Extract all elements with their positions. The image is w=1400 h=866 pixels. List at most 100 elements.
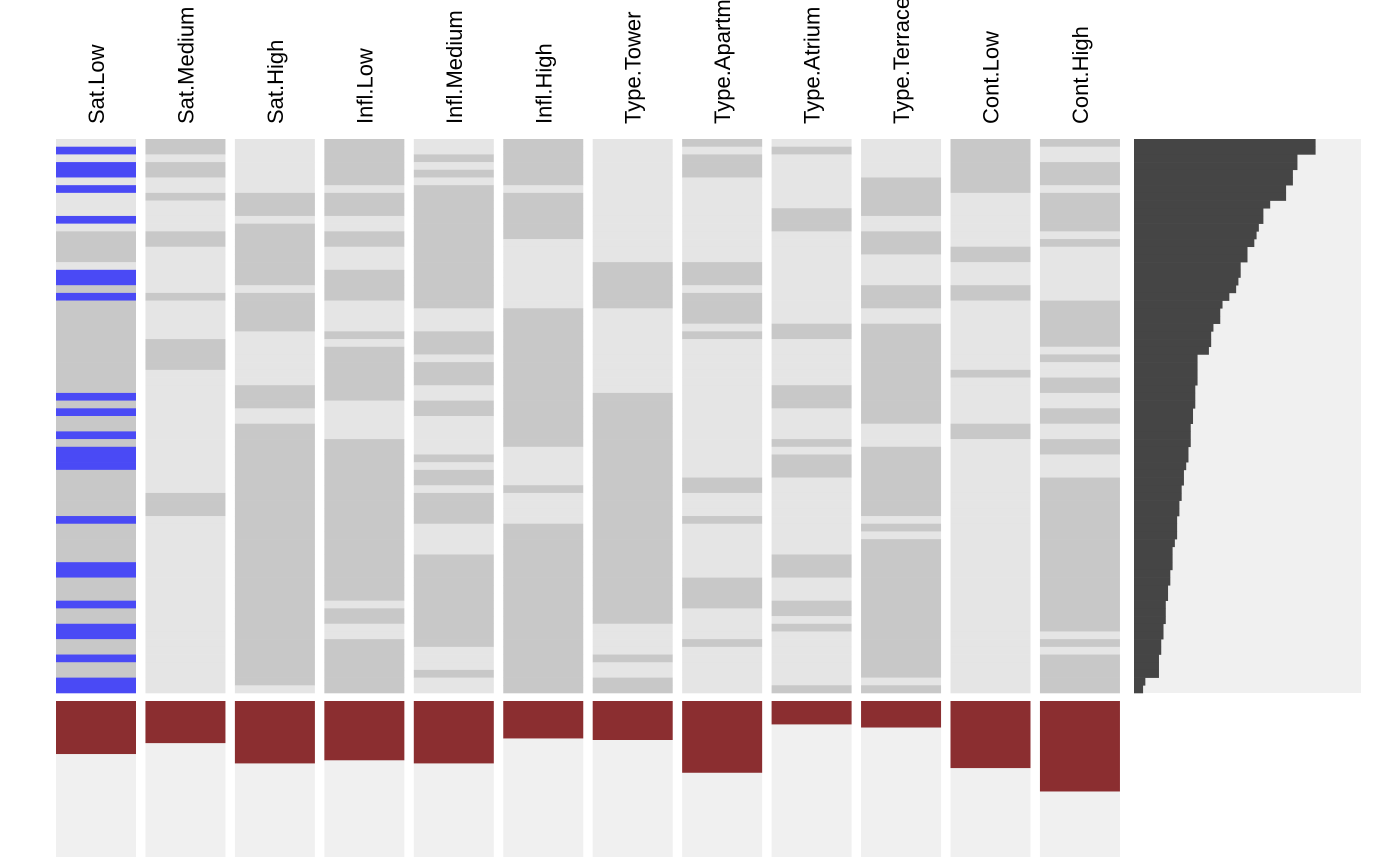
heatmap-cell xyxy=(682,469,763,478)
heatmap-cell xyxy=(682,669,763,678)
heatmap-cell xyxy=(771,246,852,255)
heatmap-cell xyxy=(56,623,136,632)
heatmap-cell xyxy=(145,569,226,578)
heatmap-cell xyxy=(861,592,942,601)
profile-bar xyxy=(1134,639,1162,648)
heatmap-cell xyxy=(771,362,852,371)
heatmap-cell xyxy=(503,431,584,440)
heatmap-cell xyxy=(1039,239,1120,248)
proportion-bar xyxy=(771,701,852,725)
heatmap-cell xyxy=(1039,146,1120,155)
column-label: Sat.Medium xyxy=(173,7,198,124)
heatmap-cell xyxy=(234,254,315,263)
heatmap-cell xyxy=(56,146,136,155)
profile-bar xyxy=(1134,154,1298,163)
heatmap-cell xyxy=(861,269,942,278)
heatmap-cell xyxy=(56,446,136,455)
heatmap-cell xyxy=(861,646,942,655)
heatmap-cell xyxy=(682,208,763,217)
profile-bar xyxy=(1134,231,1257,240)
profile-bar xyxy=(1134,600,1166,609)
heatmap-cell xyxy=(861,562,942,571)
heatmap-cell xyxy=(771,308,852,317)
heatmap-cell xyxy=(413,569,494,578)
heatmap-cell xyxy=(503,215,584,224)
heatmap-cell xyxy=(1039,292,1120,301)
heatmap-cell xyxy=(413,215,494,224)
heatmap-cell xyxy=(1039,323,1120,332)
heatmap-cell xyxy=(56,454,136,463)
heatmap-cell xyxy=(145,508,226,517)
heatmap-cell xyxy=(413,300,494,309)
heatmap-cell xyxy=(413,639,494,648)
heatmap-cell xyxy=(56,215,136,224)
heatmap-cell xyxy=(1039,192,1120,201)
profile-bar xyxy=(1134,292,1230,301)
heatmap-cell xyxy=(1039,331,1120,340)
heatmap-cell xyxy=(592,177,673,186)
proportion-bar xyxy=(413,701,494,764)
heatmap-cell xyxy=(324,554,405,563)
heatmap-cell xyxy=(592,454,673,463)
heatmap-cell xyxy=(950,354,1031,363)
heatmap-cell xyxy=(1039,339,1120,348)
heatmap-cell xyxy=(950,631,1031,640)
heatmap-cell xyxy=(950,346,1031,355)
heatmap-cell xyxy=(771,592,852,601)
heatmap-cell xyxy=(324,569,405,578)
heatmap-cell xyxy=(503,377,584,386)
heatmap-cell xyxy=(145,177,226,186)
heatmap-cell xyxy=(56,169,136,178)
profile-bar xyxy=(1134,508,1180,517)
heatmap-cell xyxy=(56,423,136,432)
heatmap-cell xyxy=(771,254,852,263)
heatmap-cell xyxy=(503,254,584,263)
heatmap-cell xyxy=(1039,662,1120,671)
heatmap-cell xyxy=(413,669,494,678)
heatmap-cell xyxy=(682,554,763,563)
heatmap-cell xyxy=(56,254,136,263)
heatmap-cell xyxy=(950,600,1031,609)
proportion-bar xyxy=(950,701,1031,769)
heatmap-cell xyxy=(771,146,852,155)
heatmap-cell xyxy=(1039,623,1120,632)
heatmap-cell xyxy=(950,423,1031,432)
heatmap-cell xyxy=(413,354,494,363)
heatmap-cell xyxy=(861,354,942,363)
heatmap-cell xyxy=(682,454,763,463)
profile-bar xyxy=(1134,662,1159,671)
heatmap-cell xyxy=(682,431,763,440)
heatmap-cell xyxy=(950,269,1031,278)
heatmap-cell xyxy=(682,223,763,232)
heatmap-cell xyxy=(324,362,405,371)
heatmap-cell xyxy=(503,392,584,401)
heatmap-cell xyxy=(1039,362,1120,371)
heatmap-cell xyxy=(1039,254,1120,263)
heatmap-cell xyxy=(682,492,763,501)
heatmap-cell xyxy=(324,246,405,255)
heatmap-cell xyxy=(234,277,315,286)
heatmap-cell xyxy=(145,354,226,363)
heatmap-cell xyxy=(234,292,315,301)
heatmap-cell xyxy=(861,469,942,478)
heatmap-cell xyxy=(592,146,673,155)
heatmap-cell xyxy=(503,177,584,186)
heatmap-cell xyxy=(682,654,763,663)
heatmap-cell xyxy=(1039,223,1120,232)
heatmap-cell xyxy=(56,392,136,401)
heatmap-cell xyxy=(861,608,942,617)
profile-bar xyxy=(1134,523,1178,532)
heatmap-cell xyxy=(324,546,405,555)
heatmap-cell xyxy=(592,585,673,594)
heatmap-cell xyxy=(503,285,584,294)
heatmap-cell xyxy=(324,377,405,386)
heatmap-cell xyxy=(592,492,673,501)
heatmap-cell xyxy=(56,439,136,448)
heatmap-cell xyxy=(592,269,673,278)
heatmap-cell xyxy=(950,339,1031,348)
heatmap-cell xyxy=(145,239,226,248)
heatmap-cell xyxy=(861,208,942,217)
heatmap-cell xyxy=(771,577,852,586)
profile-bar xyxy=(1134,392,1196,401)
heatmap-cell xyxy=(145,546,226,555)
